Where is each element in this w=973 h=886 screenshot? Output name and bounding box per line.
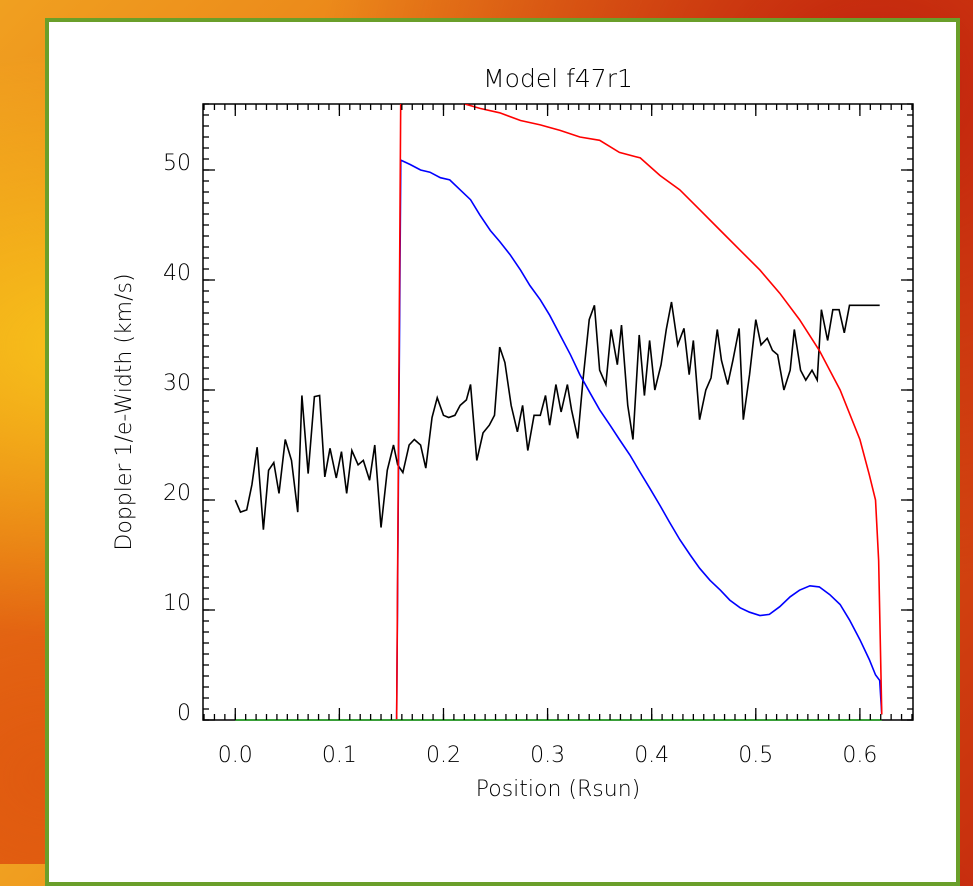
plot-frame — [202, 103, 914, 721]
panel — [45, 18, 960, 886]
chart: Model f47r1 Position (Rsun) Doppler 1/e-… — [112, 64, 914, 802]
x-axis-label: Position (Rsun) — [476, 777, 640, 802]
series-line — [234, 301, 880, 530]
x-tick-label: 0.4 — [634, 743, 669, 768]
y-tick-label: 50 — [163, 151, 191, 176]
x-tick-label: 0.2 — [426, 743, 461, 768]
y-tick-label: 40 — [163, 261, 191, 286]
y-tick-label: 10 — [163, 591, 191, 616]
x-tick-label: 0.5 — [738, 743, 773, 768]
chart-title: Model f47r1 — [483, 64, 633, 93]
series-line — [395, 104, 883, 721]
y-tick-label: 0 — [177, 701, 191, 726]
y-tick-label: 20 — [163, 481, 191, 506]
plot-lines — [234, 104, 883, 721]
x-tick-label: 0.1 — [322, 743, 357, 768]
x-tick-label: 0.0 — [218, 743, 253, 768]
y-axis-label: Doppler 1/e-Width (km/s) — [112, 273, 137, 550]
x-tick-label: 0.6 — [842, 743, 877, 768]
x-tick-label: 0.3 — [530, 743, 565, 768]
series-line — [395, 158, 883, 721]
y-tick-label: 30 — [163, 371, 191, 396]
